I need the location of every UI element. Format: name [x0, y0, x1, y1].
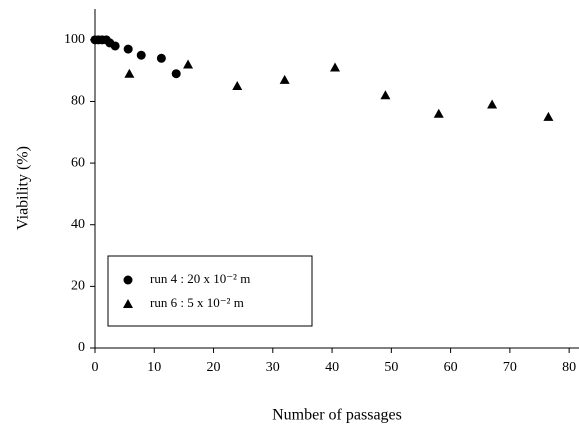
x-tick-label: 80: [562, 360, 576, 375]
x-tick-label: 20: [207, 360, 221, 375]
y-axis-label: Viability (%): [15, 146, 32, 230]
triangle-point: [380, 90, 391, 100]
x-tick-label: 50: [384, 360, 398, 375]
x-tick-label: 10: [147, 360, 161, 375]
y-tick-label: 0: [78, 340, 85, 355]
x-tick-label: 30: [266, 360, 280, 375]
triangle-point: [124, 68, 135, 78]
circle-point: [123, 44, 133, 54]
x-tick-label: 60: [444, 360, 458, 375]
triangle-point: [232, 81, 243, 91]
triangle-point: [330, 62, 341, 72]
x-axis-label: Number of passages: [272, 407, 402, 424]
legend-label: run 4 : 20 x 10⁻² m: [150, 271, 250, 286]
triangle-point: [487, 99, 498, 109]
legend: [107, 255, 313, 327]
legend-label: run 6 : 5 x 10⁻² m: [150, 295, 244, 310]
triangle-point: [433, 108, 444, 118]
x-tick-label: 0: [92, 360, 99, 375]
circle-point: [156, 53, 166, 63]
triangle-point: [123, 299, 133, 308]
x-tick-label: 70: [503, 360, 517, 375]
circle-point: [110, 41, 120, 51]
triangle-point: [279, 74, 290, 84]
y-tick-label: 100: [64, 32, 85, 47]
y-tick-label: 40: [71, 217, 85, 232]
circle-point: [136, 50, 146, 60]
y-tick-label: 80: [71, 94, 85, 109]
circle-point: [171, 69, 181, 79]
y-tick-label: 20: [71, 279, 85, 294]
x-tick-label: 40: [325, 360, 339, 375]
triangle-point: [183, 59, 194, 69]
circle-point: [123, 275, 133, 285]
y-tick-label: 60: [71, 155, 85, 170]
triangle-point: [543, 111, 554, 121]
